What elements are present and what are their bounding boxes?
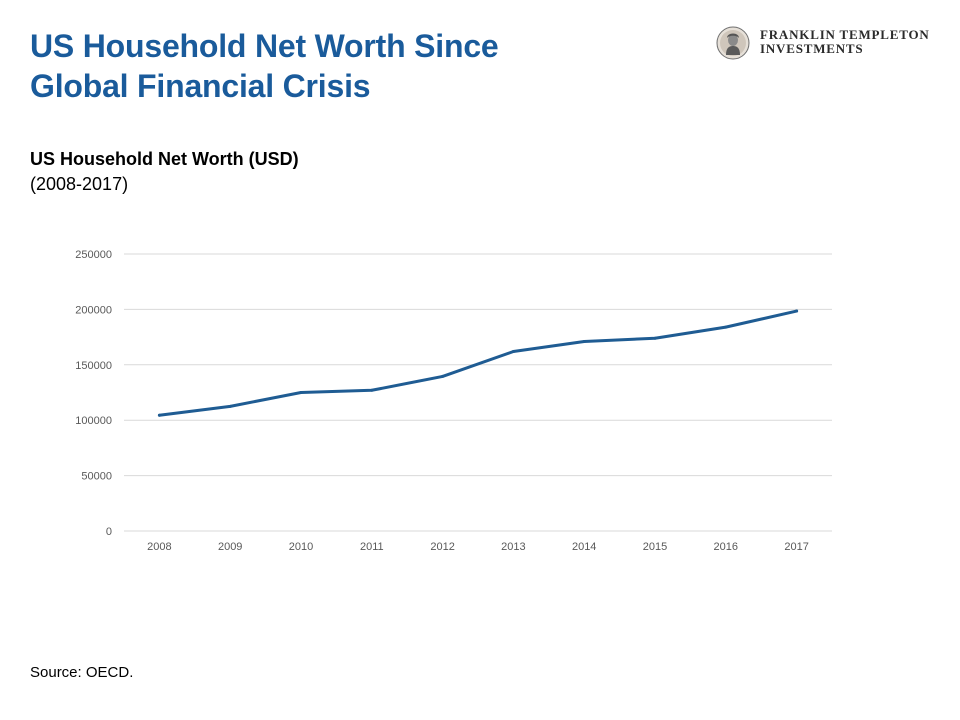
- data-point: [511, 350, 515, 354]
- franklin-portrait-seal-icon: [716, 26, 750, 60]
- x-tick-label: 2015: [643, 541, 667, 553]
- logo-wordmark: FRANKLIN TEMPLETON INVESTMENTS: [760, 28, 930, 56]
- series-line: [157, 309, 799, 417]
- data-point: [795, 309, 799, 313]
- x-tick-label: 2008: [147, 541, 171, 553]
- logo-line-2: INVESTMENTS: [760, 41, 864, 56]
- source-note: Source: OECD.: [30, 664, 134, 681]
- data-point: [299, 391, 303, 394]
- x-tick-label: 2012: [430, 541, 454, 553]
- franklin-templeton-logo: FRANKLIN TEMPLETON INVESTMENTS: [716, 26, 946, 60]
- slide-title: US Household Net Worth Since Global Fina…: [30, 26, 499, 106]
- x-tick-label: 2013: [501, 541, 525, 553]
- y-tick-label: 200000: [75, 304, 112, 316]
- x-tick-label: 2011: [360, 541, 384, 553]
- x-tick-label: 2009: [218, 541, 242, 553]
- slide-title-line-2: Global Financial Crisis: [30, 68, 371, 104]
- y-tick-label: 100000: [75, 415, 112, 427]
- x-tick-label: 2017: [784, 541, 808, 553]
- x-tick-label: 2016: [714, 541, 738, 553]
- y-tick-label: 150000: [75, 360, 112, 372]
- x-tick-label: 2010: [289, 541, 313, 553]
- data-point: [370, 388, 374, 392]
- slide-title-line-1: US Household Net Worth Since: [30, 28, 499, 64]
- logo-line-1: FRANKLIN TEMPLETON: [760, 27, 930, 42]
- y-tick-label: 0: [106, 526, 112, 538]
- data-point: [157, 413, 161, 417]
- chart-title: US Household Net Worth (USD): [30, 149, 299, 169]
- data-point: [582, 340, 586, 344]
- data-point: [653, 336, 657, 340]
- y-tick-label: 50000: [81, 471, 112, 483]
- data-point: [228, 404, 232, 408]
- y-tick-label: 250000: [75, 249, 112, 261]
- data-point: [441, 374, 445, 378]
- chart-subtitle: (2008-2017): [30, 174, 129, 194]
- data-point: [724, 325, 728, 329]
- x-tick-label: 2014: [572, 541, 596, 553]
